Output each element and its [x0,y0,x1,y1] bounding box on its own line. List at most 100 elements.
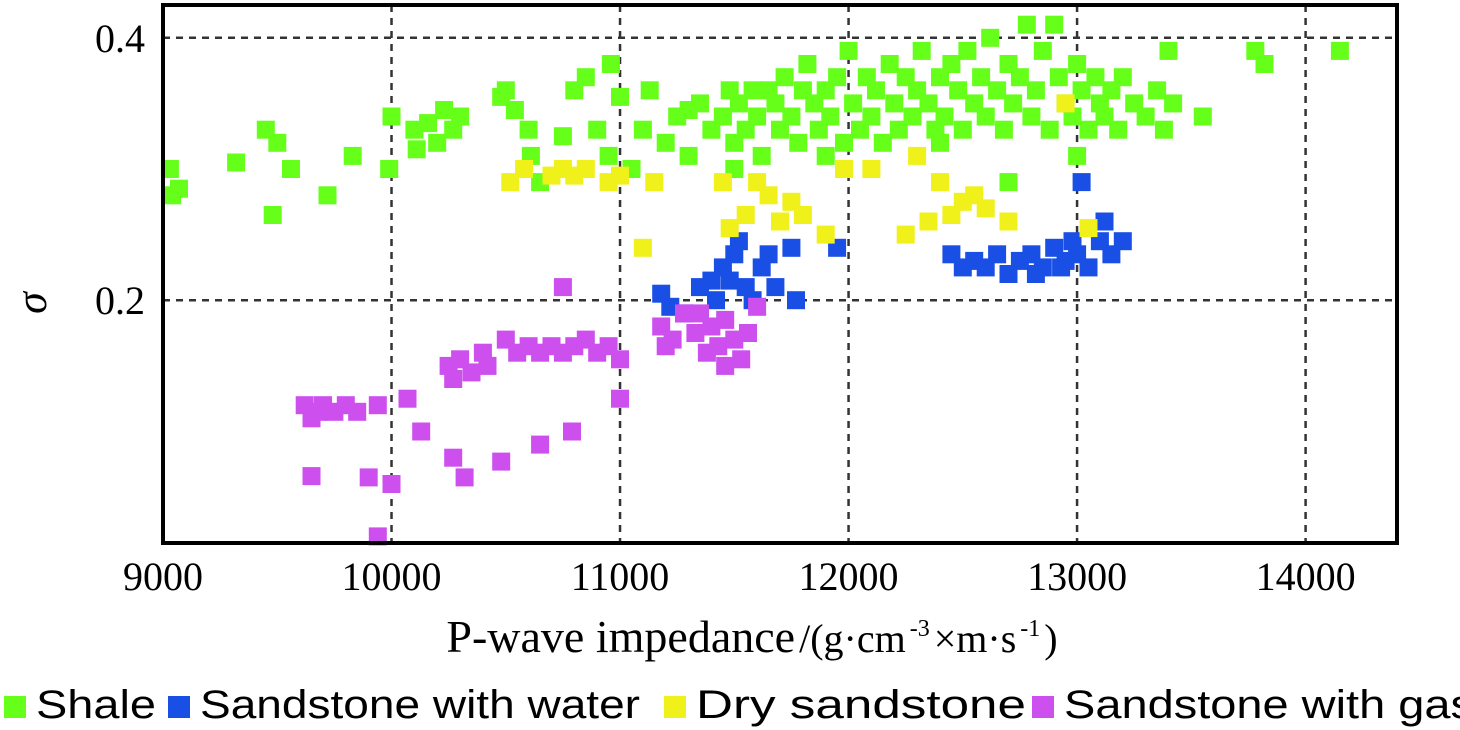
data-point [553,278,572,297]
data-point [839,41,858,60]
data-point [889,120,908,139]
data-point [343,146,362,165]
data-point [1072,81,1091,100]
data-point [896,225,915,244]
data-point [713,173,732,192]
data-point [885,94,904,113]
legend-swatch-shale [4,696,26,718]
data-point [268,133,287,152]
data-point [732,350,751,369]
data-point [656,133,675,152]
data-point [1033,41,1052,60]
data-point [1148,81,1167,100]
x-axis-unit-exponent-1: -3 [910,616,930,642]
data-point [515,160,534,178]
data-point [793,206,812,224]
data-point [1004,94,1023,113]
data-point [1164,94,1183,113]
x-tick-label: 11000 [571,554,670,599]
legend-label-sandstone-with-water: Sandstone with water [200,683,640,727]
data-point [981,28,1000,47]
data-point [1095,212,1114,231]
data-point [935,107,954,126]
data-point [1052,258,1071,277]
data-point [816,146,835,165]
data-point [873,133,892,152]
points-layer [160,15,1349,546]
data-point [531,435,550,454]
data-point [407,140,426,159]
data-point [611,389,629,408]
x-axis-unit: /(g·cm [799,616,906,661]
data-point [563,422,581,441]
data-point [160,160,179,178]
data-point [462,363,481,382]
data-point [675,304,693,323]
data-point [170,179,188,198]
series-sandstone-with-gas [295,278,767,546]
plot-frame [161,3,1399,545]
data-point [359,468,378,487]
x-tick-label: 10000 [342,554,442,599]
data-point [976,107,995,126]
legend-label-dry-sandstone: Dry sandstone [696,683,1026,727]
data-point [553,127,572,146]
data-point [988,81,1007,100]
data-point [720,219,739,238]
data-point [942,55,961,73]
data-point [1113,232,1132,251]
data-point [844,94,863,113]
data-point [691,94,709,113]
data-point [1086,68,1105,87]
data-point [999,212,1018,231]
data-point [492,452,511,471]
data-point [348,402,367,421]
x-axis-unit-middle: ×m·s [934,616,1017,661]
data-point [748,297,767,316]
data-point [1330,41,1349,60]
data-point [798,55,817,73]
data-point [766,278,785,297]
data-point [645,173,664,192]
x-tick-label: 9000 [123,554,203,599]
legend-swatch-sandstone-with-gas [1032,696,1054,718]
data-point [716,356,735,375]
legend-label-sandstone-with-gas: Sandstone with gas [1064,683,1460,727]
data-point [576,68,595,87]
data-point [821,107,840,126]
x-axis-unit-end: ) [1044,616,1057,661]
data-point [1068,55,1087,73]
data-point [759,186,778,205]
data-point [1079,258,1098,277]
data-point [976,199,995,218]
data-point [405,120,424,139]
data-point [519,120,538,139]
y-tick-label: 0.4 [95,16,145,61]
data-point [428,133,447,152]
data-point [382,107,401,126]
legend-swatch-dry-sandstone [664,696,686,718]
y-tick-label: 0.2 [95,278,145,323]
data-point [782,107,801,126]
data-point [999,173,1018,192]
data-point [412,422,431,441]
data-point [419,114,438,133]
data-point [752,146,771,165]
data-point [835,133,853,152]
x-axis-unit-exponent-2: -1 [1020,616,1040,642]
data-point [1095,107,1114,126]
data-point [1079,120,1098,139]
data-point [368,396,387,415]
data-point [736,206,755,224]
data-point [661,297,680,316]
data-point [1045,15,1064,34]
data-point [1068,146,1087,165]
data-point [576,160,595,178]
data-point [588,120,607,139]
data-point [716,310,735,329]
data-point [862,107,881,126]
data-point [931,133,949,152]
legend-label-shale: Shale [36,683,156,727]
data-point [1056,94,1075,113]
